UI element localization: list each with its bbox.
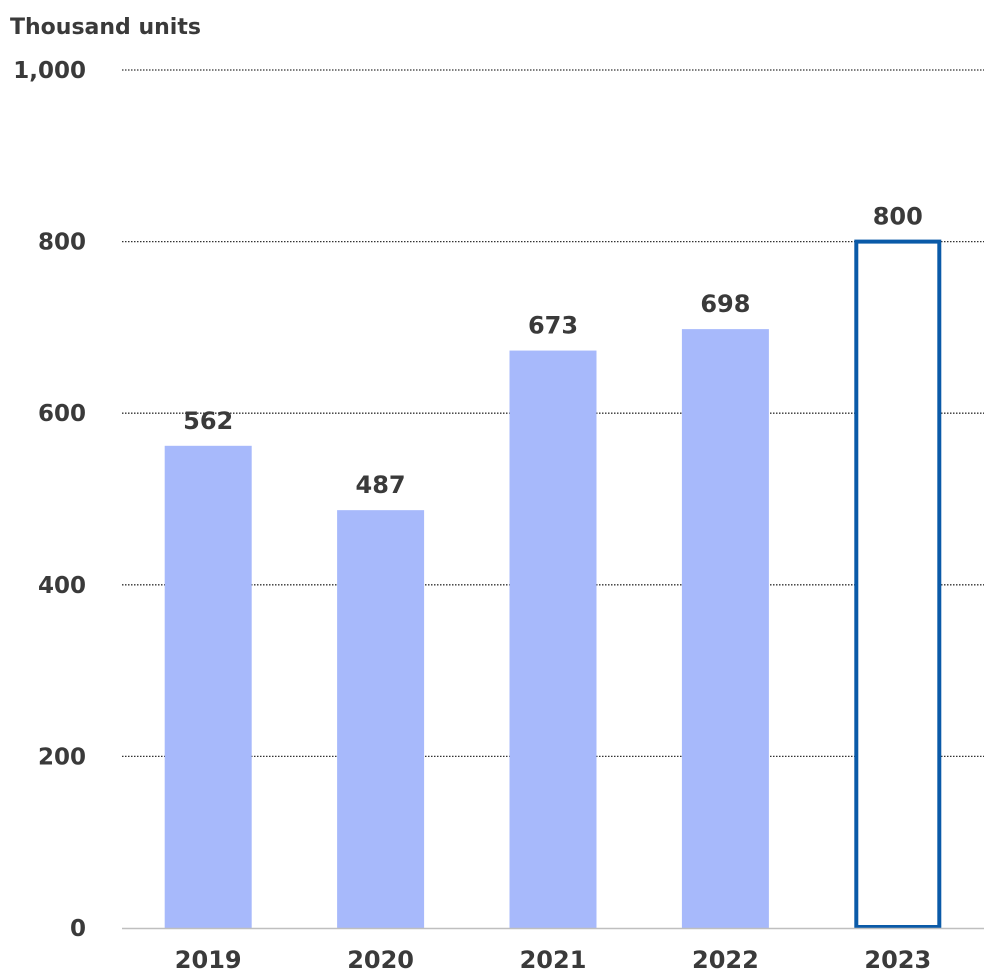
x-tick-label-2023: 2023 bbox=[864, 946, 931, 974]
bar-2020 bbox=[337, 510, 425, 928]
bars bbox=[164, 239, 942, 930]
gridlines bbox=[122, 69, 984, 758]
x-tick-label-2019: 2019 bbox=[175, 946, 242, 974]
bar-2021 bbox=[509, 350, 597, 928]
bar-2019 bbox=[164, 445, 252, 928]
y-tick-label: 0 bbox=[70, 916, 86, 942]
y-tick-label: 800 bbox=[38, 230, 86, 256]
data-label-2021: 673 bbox=[528, 312, 578, 340]
y-axis-ticks: 0 200 400 600 800 1,000 bbox=[13, 58, 86, 942]
data-label-2019: 562 bbox=[183, 407, 233, 435]
data-label-2022: 698 bbox=[700, 290, 750, 318]
x-tick-label-2021: 2021 bbox=[520, 946, 587, 974]
y-tick-label: 400 bbox=[38, 573, 86, 599]
bar-2023 bbox=[854, 239, 942, 930]
y-tick-label: 200 bbox=[38, 744, 86, 770]
y-axis-unit-label: Thousand units bbox=[10, 15, 201, 40]
data-labels: 562 487 673 698 800 bbox=[183, 203, 923, 500]
y-tick-label: 600 bbox=[38, 401, 86, 427]
bar-2022 bbox=[681, 329, 769, 929]
data-label-2020: 487 bbox=[356, 471, 406, 499]
data-label-2023: 800 bbox=[873, 203, 923, 231]
y-tick-label: 1,000 bbox=[13, 58, 86, 84]
x-axis-ticks: 2019 2020 2021 2022 2023 bbox=[175, 946, 931, 974]
x-tick-label-2020: 2020 bbox=[347, 946, 414, 974]
x-tick-label-2022: 2022 bbox=[692, 946, 759, 974]
